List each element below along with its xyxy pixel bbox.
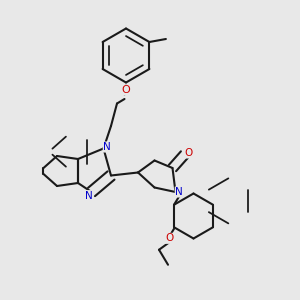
Text: O: O — [165, 233, 174, 243]
Text: N: N — [85, 190, 93, 201]
Text: O: O — [122, 85, 130, 95]
Text: N: N — [175, 187, 183, 197]
Text: N: N — [103, 142, 111, 152]
Text: O: O — [184, 148, 192, 158]
